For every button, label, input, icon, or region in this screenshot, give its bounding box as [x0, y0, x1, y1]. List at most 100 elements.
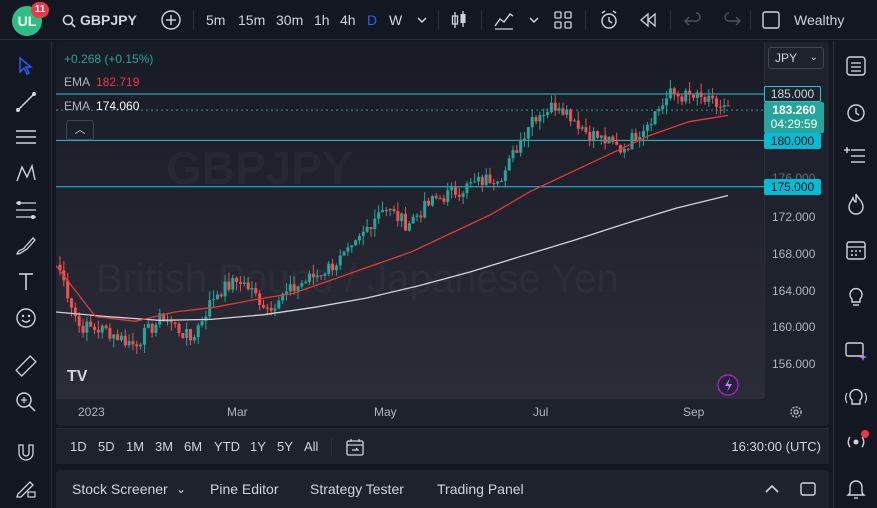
interval-4h[interactable]: 4h [340, 12, 356, 28]
goto-date-icon[interactable] [344, 436, 366, 461]
alarm-clock-icon[interactable] [843, 99, 869, 125]
candle-body [116, 334, 120, 341]
symbol-search[interactable]: GBPJPY [62, 0, 137, 40]
redo-icon[interactable] [720, 8, 744, 32]
candle-body [457, 194, 461, 197]
candle-body [250, 287, 254, 290]
range-1m[interactable]: 1M [126, 439, 145, 454]
candle-body [684, 90, 688, 102]
range-6m[interactable]: 6M [184, 439, 203, 454]
candle-body [450, 187, 454, 191]
ideas-bulb-icon[interactable] [843, 283, 869, 309]
candle-body [292, 284, 296, 291]
tab-trading-panel[interactable]: Trading Panel [437, 481, 524, 497]
text-tool-icon[interactable] [13, 269, 39, 295]
currency-select[interactable]: JPY ⌄ [768, 47, 824, 69]
candle-body [281, 293, 285, 301]
price-chart[interactable]: GBPJPY British Pound / Japanese Yen TV [56, 42, 764, 398]
ema-slow-legend[interactable]: EMA 174.060 [64, 99, 139, 113]
chevron-down-icon[interactable] [522, 8, 546, 32]
toolbar-divider [670, 10, 671, 30]
chevron-up-icon[interactable] [762, 479, 782, 502]
layouts-grid-icon[interactable] [551, 8, 575, 32]
price-axis[interactable] [764, 42, 829, 398]
interval-1h[interactable]: 1h [314, 12, 330, 28]
account-name[interactable]: Wealthy Educ [794, 12, 845, 68]
range-3m[interactable]: 3M [155, 439, 174, 454]
chat-sparkle-icon[interactable] [843, 339, 869, 365]
magnet-icon[interactable] [13, 439, 39, 465]
candle-body [311, 273, 315, 278]
level-label-185: 185.000 [764, 86, 821, 102]
plot-area[interactable]: GBPJPY British Pound / Japanese Yen TV [56, 42, 764, 398]
candle-body [354, 240, 358, 246]
tv-logo-icon[interactable]: TV [67, 368, 88, 385]
trend-line-icon[interactable] [13, 89, 39, 115]
object-tree-icon[interactable] [843, 143, 869, 169]
maximize-icon[interactable] [798, 479, 818, 502]
interval-30m[interactable]: 30m [276, 12, 304, 28]
ruler-icon[interactable] [13, 353, 39, 379]
interval-5m[interactable]: 5m [206, 12, 226, 28]
smiley-icon[interactable] [13, 305, 39, 331]
candles-icon[interactable] [447, 8, 471, 32]
range-5y[interactable]: 5Y [277, 439, 293, 454]
last-price: 183.260 [772, 103, 816, 117]
horizontal-lines-icon[interactable] [13, 125, 39, 151]
cursor-arrow-icon[interactable] [13, 53, 39, 79]
candle-body [634, 132, 638, 141]
candle-body [561, 108, 565, 115]
candle-body [480, 176, 484, 185]
range-1d[interactable]: 1D [70, 439, 87, 454]
range-all[interactable]: All [304, 439, 319, 454]
chevron-down-icon[interactable] [410, 8, 434, 32]
candle-body [158, 313, 162, 325]
range-5d[interactable]: 5D [98, 439, 115, 454]
candle-body [423, 200, 427, 218]
ema-fast-legend[interactable]: EMA 182.719 [64, 75, 139, 89]
candle-body [300, 283, 304, 287]
time-axis[interactable]: 2023 Mar May Jul Sep [56, 398, 764, 426]
ema-slow-line [56, 194, 729, 321]
chevron-down-icon[interactable]: ⌄ [176, 482, 187, 496]
range-1y[interactable]: 1Y [250, 439, 266, 454]
indicators-icon[interactable] [492, 8, 516, 32]
utc-clock[interactable]: 16:30:00 (UTC) [731, 439, 821, 454]
chart-pane[interactable]: GBPJPY British Pound / Japanese Yen TV +… [56, 42, 829, 426]
candle-body [388, 208, 392, 211]
zoom-in-icon[interactable] [13, 389, 39, 415]
fib-retracement-icon[interactable] [13, 197, 39, 223]
candle-body [665, 98, 669, 106]
candle-body [546, 112, 550, 116]
undo-icon[interactable] [681, 8, 705, 32]
candle-body [657, 109, 661, 112]
brush-icon[interactable] [13, 233, 39, 259]
layout-square-icon[interactable] [759, 8, 783, 32]
range-ytd[interactable]: YTD [214, 439, 240, 454]
candle-body [588, 132, 592, 141]
tab-pine-editor[interactable]: Pine Editor [210, 481, 279, 497]
candle-body [277, 300, 281, 309]
collapse-legend-button[interactable]: ︿ [66, 120, 94, 140]
lock-pencil-icon[interactable] [13, 475, 39, 501]
tab-stock-screener[interactable]: Stock Screener [72, 481, 168, 497]
calendar-icon[interactable] [843, 237, 869, 263]
gear-icon[interactable] [788, 404, 804, 420]
compare-plus-icon[interactable] [159, 8, 183, 32]
streams-icon[interactable] [843, 429, 869, 455]
tab-strategy-tester[interactable]: Strategy Tester [310, 481, 404, 497]
watchlist-icon[interactable] [843, 53, 869, 79]
notifications-bell-icon[interactable] [843, 475, 869, 501]
alert-clock-icon[interactable] [597, 8, 621, 32]
interval-d[interactable]: D [367, 12, 378, 28]
interval-15m[interactable]: 15m [238, 12, 266, 28]
candle-body [315, 275, 319, 278]
candle-body [430, 196, 434, 206]
replay-icon[interactable] [636, 8, 660, 32]
interval-w[interactable]: W [389, 12, 403, 28]
candle-body [338, 255, 342, 266]
hotlist-fire-icon[interactable] [843, 191, 869, 217]
drawing-toolbar [0, 41, 52, 508]
pine-bulb-icon[interactable] [843, 385, 869, 411]
pattern-icon[interactable] [13, 161, 39, 187]
